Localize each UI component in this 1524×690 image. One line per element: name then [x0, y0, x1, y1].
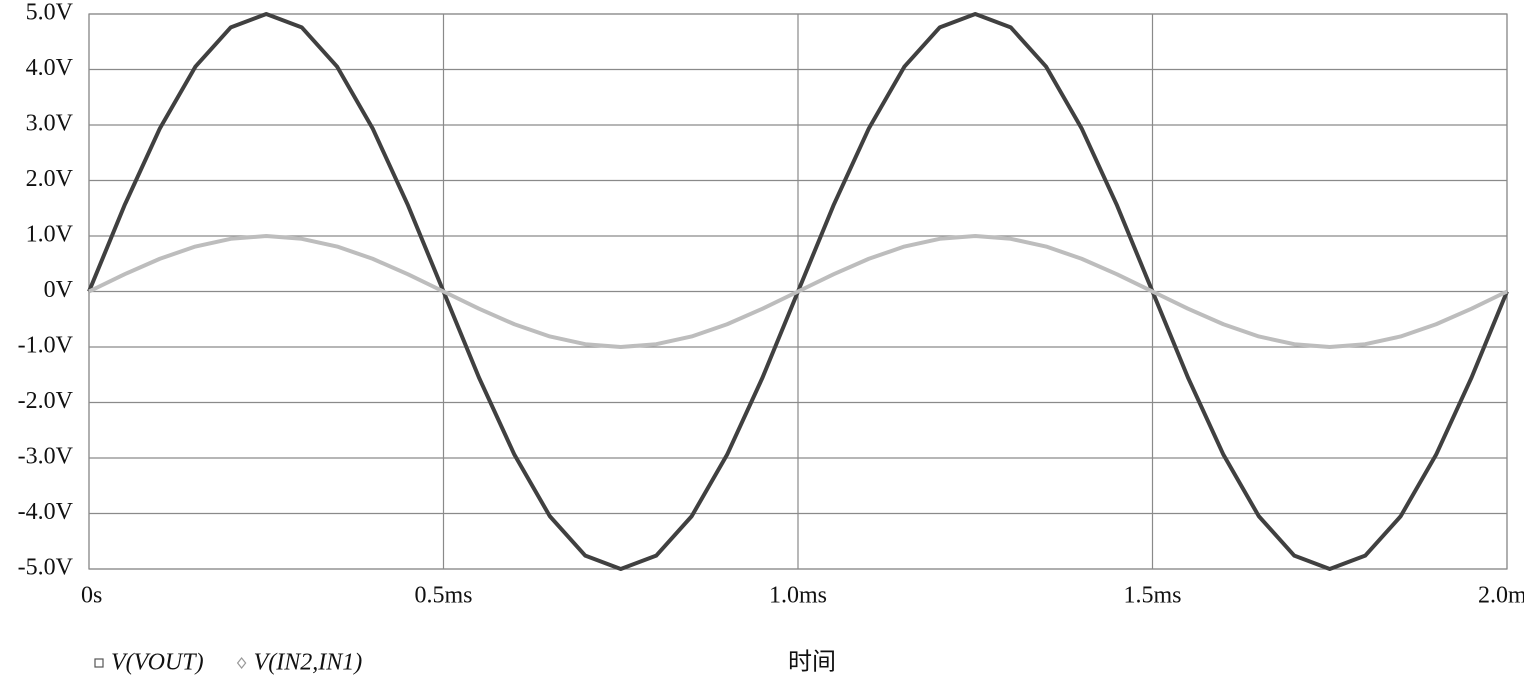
x-tick-label: 1.0ms [769, 583, 827, 609]
y-tick-label: 4.0V [26, 55, 74, 81]
legend-marker [236, 657, 247, 669]
legend-label: V(IN2,IN1) [254, 650, 363, 676]
y-tick-label: -4.0V [18, 499, 74, 525]
x-tick-label: 2.0ms [1478, 583, 1524, 609]
y-tick-label: 1.0V [26, 222, 74, 248]
y-tick-label: -2.0V [18, 388, 74, 414]
y-tick-label: -1.0V [18, 333, 74, 359]
y-tick-label: 2.0V [26, 166, 74, 192]
y-tick-label: 5.0V [26, 0, 74, 26]
x-tick-label: 0s [81, 583, 102, 609]
x-tick-label: 1.5ms [1123, 583, 1181, 609]
legend-label: V(VOUT) [111, 650, 204, 676]
series-line [88, 234, 1508, 349]
y-tick-label: 3.0V [26, 111, 74, 137]
y-tick-label: -5.0V [18, 555, 74, 581]
y-tick-label: -3.0V [18, 444, 74, 470]
x-axis-label: 时间 [788, 649, 836, 676]
legend-marker [94, 658, 104, 668]
y-tick-label: 0V [44, 277, 74, 303]
x-tick-label: 0.5ms [414, 583, 472, 609]
